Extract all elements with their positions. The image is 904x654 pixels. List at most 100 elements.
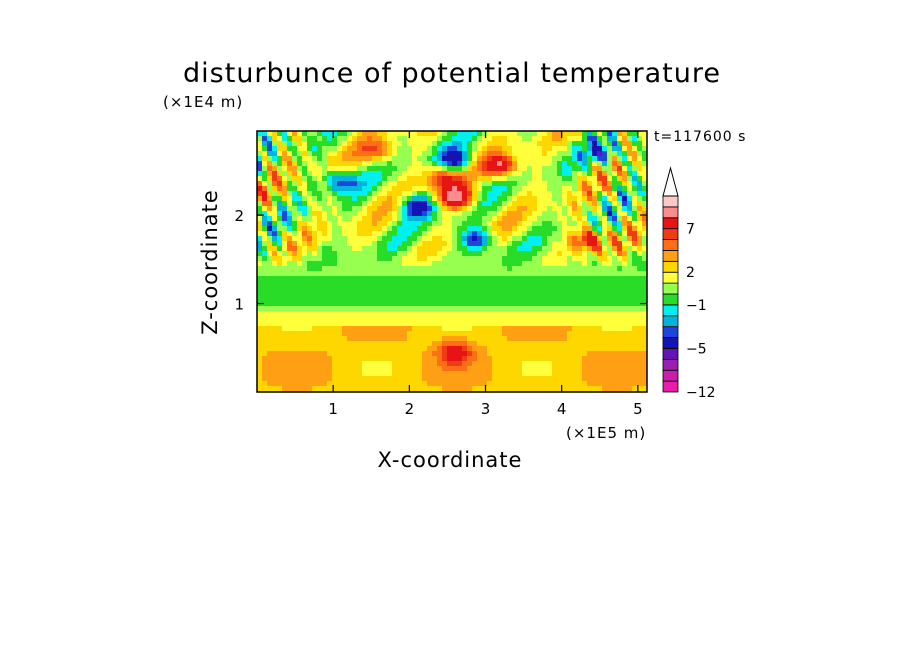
field-cell — [607, 351, 613, 357]
field-cell — [612, 286, 618, 292]
field-cell — [572, 366, 578, 372]
field-cell — [362, 321, 368, 327]
field-cell — [572, 306, 578, 312]
field-cell — [522, 276, 528, 282]
field-cell — [382, 156, 388, 162]
field-cell — [562, 311, 568, 317]
field-cell — [327, 286, 333, 292]
field-cell — [632, 221, 638, 227]
field-cell — [522, 211, 528, 217]
field-cell — [607, 336, 613, 342]
field-cell — [637, 211, 643, 217]
field-cell — [642, 171, 647, 177]
field-cell — [312, 311, 318, 317]
field-cell — [262, 341, 268, 347]
field-cell — [547, 366, 553, 372]
field-cell — [367, 291, 373, 297]
field-cell — [607, 256, 613, 262]
field-cell — [407, 246, 413, 252]
field-cell — [332, 146, 338, 152]
field-cell — [487, 131, 493, 137]
field-cell — [267, 316, 273, 322]
field-cell — [432, 231, 438, 237]
field-cell — [567, 306, 573, 312]
field-cell — [267, 236, 273, 242]
field-cell — [457, 171, 463, 177]
field-cell — [632, 311, 638, 317]
field-cell — [607, 276, 613, 282]
field-cell — [562, 346, 568, 352]
field-cell — [357, 301, 363, 307]
field-cell — [422, 296, 428, 302]
field-cell — [537, 366, 543, 372]
field-cell — [362, 336, 368, 342]
field-cell — [402, 321, 408, 327]
field-cell — [387, 341, 393, 347]
field-cell — [492, 216, 498, 222]
field-cell — [292, 251, 298, 257]
field-cell — [582, 286, 588, 292]
field-cell — [502, 301, 508, 307]
field-cell — [342, 356, 348, 362]
field-cell — [567, 196, 573, 202]
field-cell — [637, 381, 643, 387]
field-cell — [567, 211, 573, 217]
field-cell — [542, 181, 548, 187]
field-cell — [522, 381, 528, 387]
field-cell — [492, 386, 498, 392]
field-cell — [567, 206, 573, 212]
field-cell — [407, 326, 413, 332]
field-cell — [407, 266, 413, 272]
field-cell — [517, 186, 523, 192]
field-cell — [612, 251, 618, 257]
field-cell — [377, 371, 383, 377]
field-cell — [517, 181, 523, 187]
field-cell — [612, 271, 618, 277]
field-cell — [372, 176, 378, 182]
field-cell — [322, 136, 328, 142]
field-cell — [527, 176, 533, 182]
field-cell — [287, 376, 293, 382]
field-cell — [487, 326, 493, 332]
field-cell — [437, 316, 443, 322]
field-cell — [457, 286, 463, 292]
field-cell — [277, 156, 283, 162]
field-cell — [507, 216, 513, 222]
field-cell — [497, 151, 503, 157]
field-cell — [467, 246, 473, 252]
field-cell — [382, 201, 388, 207]
field-cell — [307, 296, 313, 302]
field-cell — [382, 231, 388, 237]
field-cell — [282, 221, 288, 227]
field-cell — [587, 201, 593, 207]
field-cell — [622, 171, 628, 177]
field-cell — [622, 291, 628, 297]
field-cell — [277, 181, 283, 187]
field-cell — [437, 291, 443, 297]
field-cell — [627, 356, 633, 362]
field-cell — [482, 381, 488, 387]
field-cell — [487, 261, 493, 267]
field-cell — [607, 311, 613, 317]
field-cell — [432, 261, 438, 267]
field-cell — [557, 231, 563, 237]
field-cell — [302, 136, 308, 142]
field-cell — [402, 151, 408, 157]
field-cell — [637, 251, 643, 257]
field-cell — [522, 346, 528, 352]
field-cell — [387, 146, 393, 152]
field-cell — [582, 356, 588, 362]
field-cell — [517, 301, 523, 307]
field-cell — [382, 136, 388, 142]
field-cell — [377, 346, 383, 352]
field-cell — [622, 276, 628, 282]
field-cell — [352, 151, 358, 157]
colorbar-cell — [662, 239, 679, 251]
field-cell — [592, 131, 598, 137]
field-cell — [447, 301, 453, 307]
field-cell — [462, 366, 468, 372]
field-cell — [487, 256, 493, 262]
field-cell — [472, 326, 478, 332]
field-cell — [547, 246, 553, 252]
field-cell — [632, 356, 638, 362]
